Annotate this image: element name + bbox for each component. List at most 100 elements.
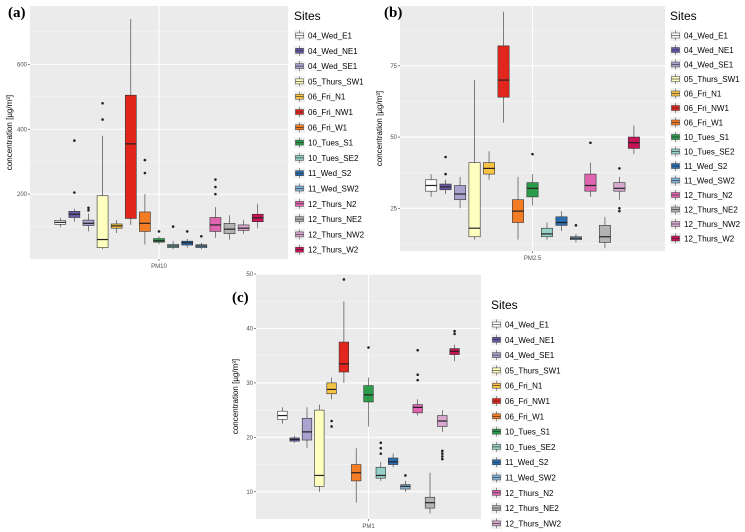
legend-item: 04_Wed_E1 (294, 30, 352, 41)
legend-label: 04_Wed_E1 (684, 32, 728, 41)
legend-label: 05_Thurs_SW1 (505, 366, 561, 375)
box-05_Thurs_SW1 (96, 102, 109, 250)
box-body (541, 227, 553, 238)
outlier-point (330, 425, 333, 428)
legend-label: 12_Thurs_N2 (684, 191, 733, 200)
box-body (375, 466, 386, 479)
outlier-point (618, 167, 621, 170)
legend-item: 04_Wed_E1 (491, 319, 549, 330)
y-tick-label: 600 (17, 62, 28, 68)
box-body (584, 173, 597, 192)
box-06_Fri_NW1 (338, 278, 349, 383)
legend-item: 06_Fri_N1 (294, 91, 346, 103)
box-body (497, 45, 510, 98)
box-12_Thurs_W2 (449, 329, 460, 362)
legend-label: 06_Fri_NW1 (505, 397, 550, 406)
legend-item: 10_Tues_SE2 (294, 152, 359, 164)
legend-label: 10_Tues_S1 (308, 139, 354, 148)
legend-item: 04_Wed_SE1 (294, 60, 358, 72)
box-06_Fri_NW1 (124, 18, 137, 225)
outlier-point (214, 192, 217, 196)
legend-label: 06_Fri_W1 (505, 412, 545, 421)
box-10_Tues_SE2 (541, 222, 553, 240)
legend-item: 11_Wed_S2 (670, 160, 728, 172)
box-04_Wed_NE1 (289, 435, 300, 443)
legend-item: 06_Fri_NW1 (670, 102, 729, 114)
outlier-point (101, 118, 104, 121)
outlier-point (73, 191, 76, 194)
box-12_Thurs_NE2 (424, 472, 436, 514)
box-12_Thurs_N2 (584, 141, 597, 197)
y-tick-label: 20 (246, 435, 253, 441)
y-tick-label: 25 (390, 206, 397, 212)
outlier-point (589, 141, 592, 145)
box-11_Wed_S2 (181, 230, 194, 248)
outlier-point (416, 373, 420, 377)
outlier-point (330, 419, 333, 423)
legend-item: 05_Thurs_SW1 (491, 364, 561, 376)
box-12_Thurs_NW2 (613, 167, 626, 213)
legend-item: 06_Fri_N1 (491, 380, 543, 392)
box-body (223, 223, 236, 234)
box-05_Thurs_SW1 (314, 404, 325, 492)
legend-label: 12_Thurs_NW2 (505, 519, 562, 528)
legend-item: 11_Wed_S2 (294, 167, 352, 179)
legend-item: 12_Thurs_N2 (670, 189, 733, 201)
outlier-point (101, 102, 104, 105)
legend-label: 10_Tues_SE2 (308, 154, 359, 163)
box-body (555, 216, 568, 226)
y-tick-label: 40 (246, 326, 253, 332)
legend-label: 05_Thurs_SW1 (684, 75, 740, 84)
box-12_Thurs_NW2 (437, 410, 448, 461)
box-06_Fri_N1 (326, 377, 337, 428)
outlier-point (444, 172, 447, 176)
outlier-point (618, 206, 621, 210)
outlier-point (531, 152, 534, 156)
legend-label: 12_Thurs_W2 (308, 246, 359, 255)
box-body (96, 195, 109, 248)
outlier-point (87, 206, 90, 210)
panel-label: (a) (8, 5, 26, 21)
outlier-point (379, 452, 383, 455)
box-11_Wed_SW2 (400, 474, 411, 492)
legend-label: 06_Fri_N1 (505, 382, 543, 391)
legend-title: Sites (294, 9, 321, 23)
outlier-point (416, 378, 420, 382)
legend-label: 12_Thurs_N2 (505, 489, 554, 498)
legend-item: 12_Thurs_NE2 (670, 204, 738, 215)
outlier-point (143, 171, 147, 175)
outlier-point (574, 224, 578, 227)
outlier-point (200, 234, 203, 238)
legend-label: 04_Wed_E1 (308, 32, 352, 41)
legend-item: 04_Wed_E1 (670, 30, 728, 41)
panel-2: 10 20 30 40 50 PM1 concentration [µg/m³] (c) Sit… (231, 272, 562, 530)
legend-label: 11_Wed_S2 (505, 458, 549, 467)
box-12_Thurs_W2 (627, 125, 640, 155)
box-body (454, 185, 467, 201)
legend-item: 06_Fri_W1 (294, 121, 348, 133)
box-12_Thurs_N2 (412, 348, 423, 416)
legend-label: 06_Fri_NW1 (684, 104, 729, 113)
box-04_Wed_SE1 (82, 206, 95, 232)
box-05_Thurs_SW1 (468, 80, 481, 240)
box-body (526, 182, 539, 198)
outlier-point (73, 139, 76, 142)
legend-label: 12_Thurs_NE2 (308, 215, 362, 224)
legend-item: 06_Fri_W1 (670, 117, 724, 128)
legend-item: 06_Fri_N1 (670, 88, 722, 99)
legend-item: 11_Wed_S2 (491, 456, 549, 468)
legend-label: 04_Wed_SE1 (308, 62, 358, 71)
legend-label: 06_Fri_W1 (684, 119, 724, 128)
legend-item: 05_Thurs_SW1 (294, 75, 364, 87)
y-tick-label: 10 (246, 490, 253, 496)
box-body (613, 182, 626, 192)
box-12_Thurs_NE2 (223, 215, 236, 240)
box-11_Wed_S2 (388, 453, 399, 468)
outlier-point (441, 457, 444, 461)
box-10_Tues_S1 (526, 152, 539, 206)
box-11_Wed_S2 (555, 211, 568, 232)
legend-item: 10_Tues_SE2 (491, 441, 556, 453)
y-tick-label: 400 (17, 127, 28, 133)
outlier-point (453, 329, 456, 333)
legend-label: 11_Wed_S2 (308, 169, 352, 178)
